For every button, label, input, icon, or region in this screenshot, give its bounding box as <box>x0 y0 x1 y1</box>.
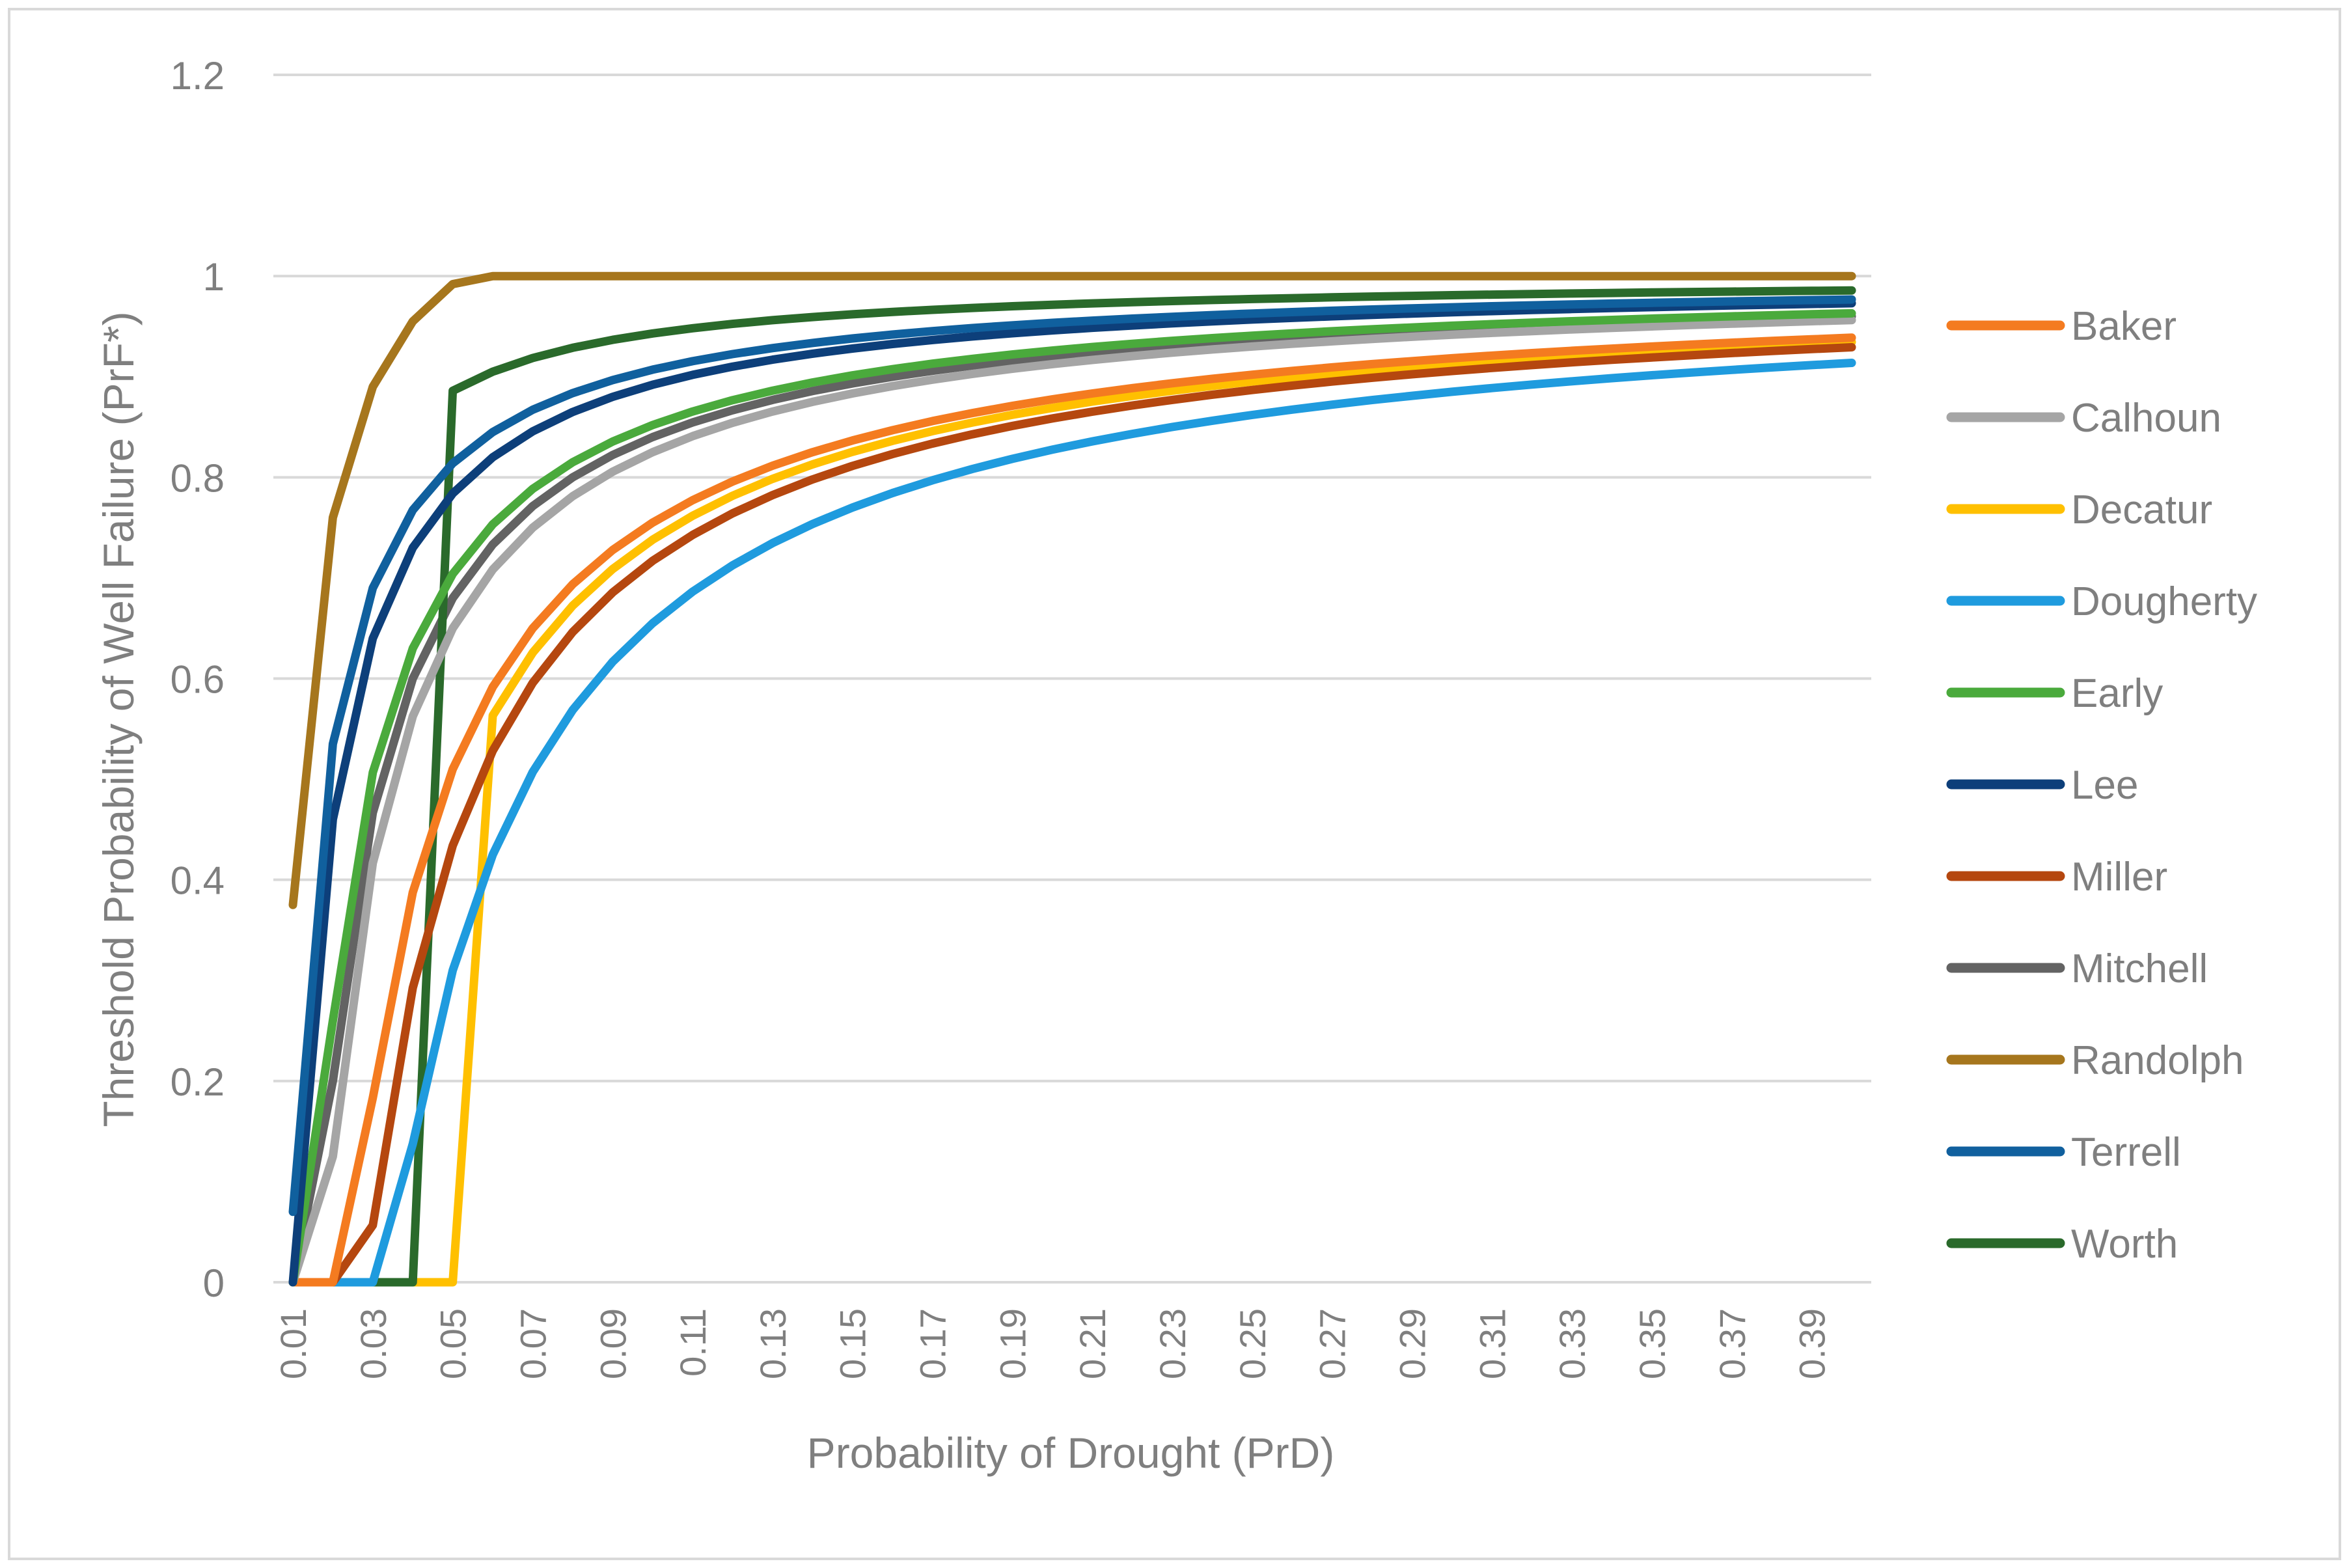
x-tick-label: 0.25 <box>1232 1308 1273 1379</box>
y-tick-label: 0 <box>203 1261 225 1305</box>
x-tick-label: 0.13 <box>752 1308 793 1379</box>
series-line-terrell <box>288 295 1856 1217</box>
x-tick-label: 0.23 <box>1152 1308 1193 1379</box>
y-tick-label: 1 <box>203 255 225 299</box>
x-tick-label: 0.39 <box>1792 1308 1833 1379</box>
y-tick-label: 0.6 <box>171 658 225 702</box>
legend-label: Worth <box>2071 1222 2178 1267</box>
y-tick-label: 1.2 <box>171 54 225 98</box>
x-tick-label: 0.05 <box>433 1308 474 1379</box>
legend-label: Baker <box>2071 304 2177 349</box>
legend-item-miller: Miller <box>1946 855 2167 900</box>
x-tick-label: 0.07 <box>512 1308 553 1379</box>
legend-label: Lee <box>2071 763 2138 808</box>
y-tick-label: 0.4 <box>171 859 225 903</box>
series-line-dougherty <box>288 359 1856 1287</box>
legend-item-decatur: Decatur <box>1946 488 2212 532</box>
series-line-worth <box>288 286 1856 1287</box>
legend: Baker Calhoun Decatur Dougherty Early Lee Mill… <box>1946 304 2257 1267</box>
x-tick-label: 0.17 <box>913 1308 954 1379</box>
legend-item-dougherty: Dougherty <box>1946 579 2257 624</box>
x-tick-label: 0.27 <box>1312 1308 1353 1379</box>
legend-item-terrell: Terrell <box>1946 1130 2181 1175</box>
x-tick-label: 0.03 <box>353 1308 394 1379</box>
x-tick-label: 0.21 <box>1072 1308 1113 1379</box>
x-tick-label: 0.35 <box>1632 1308 1673 1379</box>
legend-item-randolph: Randolph <box>1946 1038 2244 1083</box>
series-line-randolph <box>288 271 1856 909</box>
x-tick-label: 0.29 <box>1392 1308 1433 1379</box>
legend-item-worth: Worth <box>1946 1222 2178 1267</box>
x-axis-title: Probability of Drought (PrD) <box>807 1429 1335 1477</box>
series-line-calhoun <box>288 316 1856 1287</box>
x-tick-label: 0.33 <box>1552 1308 1593 1379</box>
series-line-early <box>288 309 1856 1287</box>
legend-item-baker: Baker <box>1946 304 2177 349</box>
legend-label: Calhoun <box>2071 396 2221 441</box>
x-axis-tick-labels: 0.01 0.03 0.05 0.07 0.09 0.11 0.13 0.15 0.17 0.19… <box>273 1308 1833 1379</box>
series-lines <box>288 271 1856 1287</box>
y-axis-title: Threshold Probability of Well Failure (P… <box>94 311 143 1127</box>
y-tick-label: 0.8 <box>171 456 225 500</box>
legend-item-mitchell: Mitchell <box>1946 946 2208 991</box>
legend-item-lee: Lee <box>1946 763 2138 808</box>
series-line-baker <box>288 333 1856 1287</box>
legend-label: Dougherty <box>2071 579 2257 624</box>
x-tick-label: 0.15 <box>832 1308 873 1379</box>
series-line-miller <box>288 343 1856 1287</box>
series-line-decatur <box>288 337 1856 1287</box>
x-tick-label: 0.01 <box>273 1308 314 1379</box>
x-tick-label: 0.37 <box>1712 1308 1753 1379</box>
x-tick-label: 0.19 <box>992 1308 1033 1379</box>
x-tick-label: 0.31 <box>1472 1308 1513 1379</box>
legend-label: Mitchell <box>2071 946 2208 991</box>
x-tick-label: 0.09 <box>592 1308 633 1379</box>
y-tick-label: 0.2 <box>171 1060 225 1104</box>
legend-label: Early <box>2071 671 2163 716</box>
series-line-lee <box>288 299 1856 1287</box>
legend-label: Terrell <box>2071 1130 2181 1175</box>
y-axis-tick-labels: 0 0.2 0.4 0.6 0.8 1 1.2 <box>171 54 225 1305</box>
legend-label: Decatur <box>2071 488 2212 532</box>
legend-label: Randolph <box>2071 1038 2244 1083</box>
legend-label: Miller <box>2071 855 2167 900</box>
legend-item-calhoun: Calhoun <box>1946 396 2221 441</box>
x-tick-label: 0.11 <box>672 1308 713 1377</box>
legend-item-early: Early <box>1946 671 2163 716</box>
